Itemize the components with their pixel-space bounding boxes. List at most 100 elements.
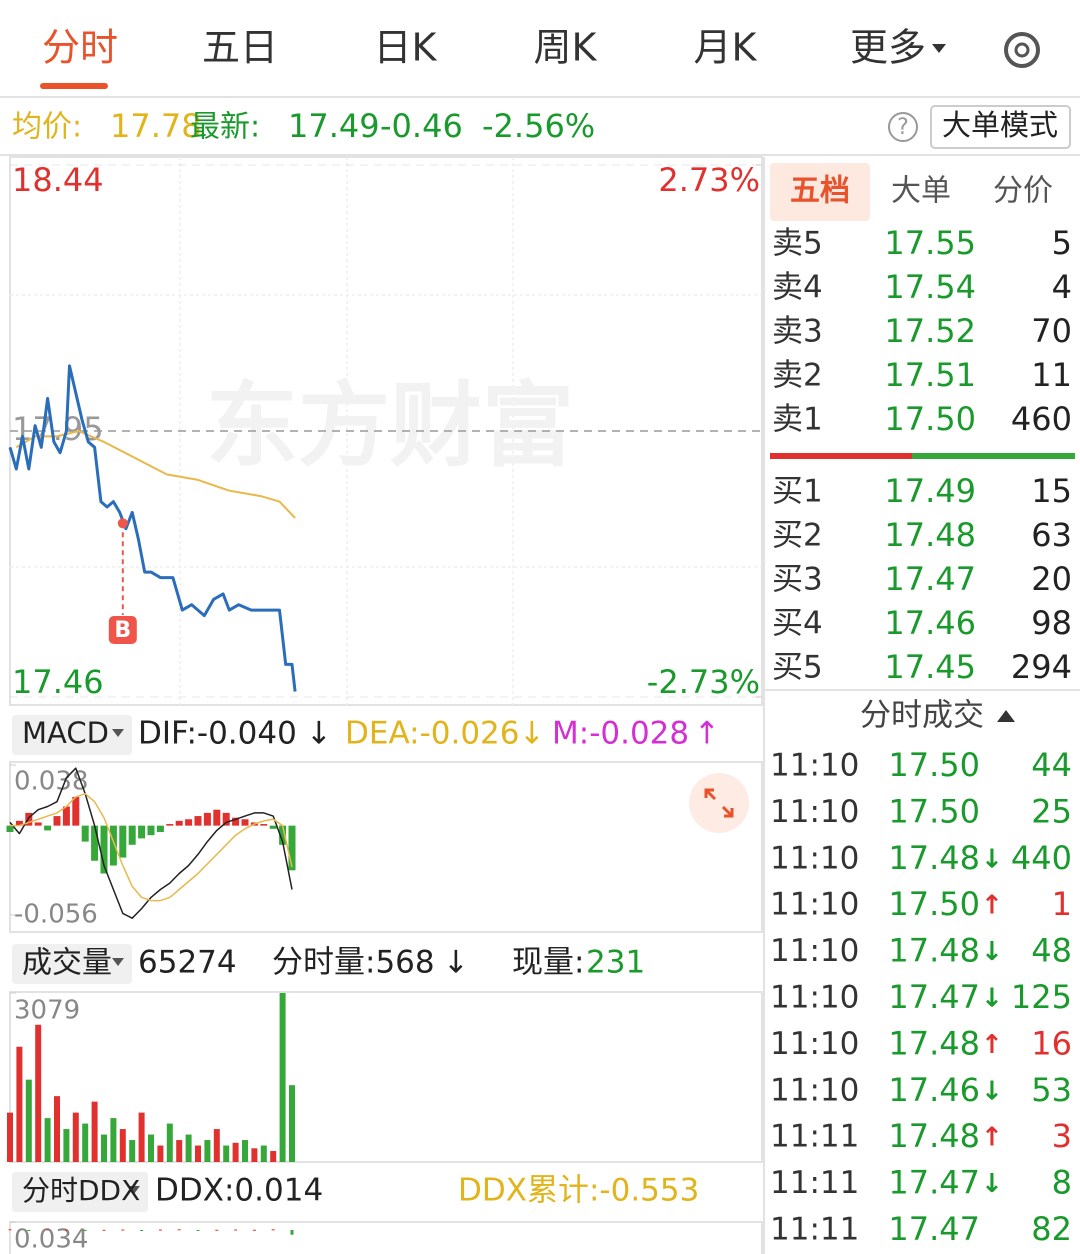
trade-volume: 440 [1011,839,1072,877]
book-tab[interactable]: 分价 [993,174,1053,209]
trade-time: 11:11 [770,1165,859,1201]
tab[interactable]: 分时 [42,26,118,70]
minute-arrow: ↓ [443,945,469,981]
m-value: M:-0.028 [552,716,689,752]
macd-bar [166,824,174,826]
volume-bar [101,1134,107,1162]
trade-arrow: ↓ [981,937,1003,967]
book-tab[interactable]: 五档 [790,174,850,209]
macd-bar [44,825,52,831]
settings-icon-core [1014,42,1030,58]
tab[interactable]: 周K [534,26,598,70]
volume-bar [176,1140,183,1162]
book-volume: 70 [1031,312,1072,350]
trade-volume: 3 [1052,1117,1072,1155]
macd-line [10,792,293,902]
volume-bar [270,1151,277,1162]
volume-bar [72,1112,79,1162]
expand-button[interactable] [689,773,749,833]
trade-time: 11:10 [770,1072,859,1108]
volume-total: 65274 [138,945,237,981]
book-volume: 15 [1031,472,1072,510]
macd-bar [53,816,61,826]
macd-bar [232,817,240,826]
tab[interactable]: 月K [694,26,758,70]
book-volume: 11 [1031,356,1072,394]
trade-arrow: ↑ [981,891,1003,921]
book-label: 卖4 [772,270,823,306]
expand-arrow [721,805,734,818]
macd-bar [260,824,268,826]
price-grid [10,157,762,705]
ddx-bar [234,1229,238,1231]
ddx-bar [158,1229,162,1231]
tab[interactable]: 更多 [850,26,926,70]
volume-bar [195,1145,201,1162]
price-line [8,364,297,692]
help-icon[interactable] [888,112,918,142]
tab[interactable]: 日K [374,26,438,70]
dropdown-arrow [112,729,124,737]
selector-box[interactable] [12,944,132,984]
macd-bar [119,825,127,858]
latest-price: 17.49 [288,107,380,145]
selector-box[interactable] [12,1172,148,1212]
y2-tick-label: -2.73% [647,663,760,701]
selector: MACD [22,716,109,750]
ddx-bar [27,1230,31,1231]
macd-bar [128,825,136,845]
macd-line [9,767,293,919]
book-price: 17.46 [884,604,976,642]
settings-icon[interactable] [1004,32,1040,68]
trade-volume: 82 [1031,1210,1072,1248]
book-volume: 460 [1011,400,1072,438]
macd-bar [72,796,80,826]
trade-volume: 125 [1011,978,1072,1016]
mode-button[interactable] [930,105,1071,149]
selector-box[interactable] [12,715,132,755]
book-price: 17.49 [884,472,976,510]
book-volume: 63 [1031,516,1072,554]
dropdown-arrow [128,1186,140,1194]
mode-button-label: 大单模式 [942,108,1058,142]
trades-title: 分时成交 [860,698,984,734]
dif: DIF:-0.040 [138,716,297,752]
trade-volume: 53 [1031,1071,1072,1109]
trade-price: 17.48 [888,1117,980,1155]
ddx-bar [102,1229,106,1231]
macd-bar [109,825,117,866]
volume-bar [16,1046,23,1162]
dea: DEA:-0.026 [345,716,520,752]
y2-tick-label: 2.73% [658,161,760,199]
trade-price: 17.47 [888,1210,980,1248]
expand-arrow [704,788,717,801]
volume-bar [148,1134,154,1162]
ddx-total: DDX累计:-0.553 [458,1173,699,1209]
trade-arrow: ↓ [981,984,1003,1014]
macd-bar [15,820,23,826]
book-tab[interactable]: 大单 [891,174,951,209]
trade-arrow: ↓ [981,844,1003,874]
avg-label: 均价: [12,110,82,145]
trade-arrow: ↓ [981,1076,1003,1106]
trade-arrow: ↓ [981,1169,1003,1199]
book-label: 卖1 [772,402,823,438]
book-label: 卖2 [772,358,823,394]
y-tick-label: 18.44 [12,161,104,199]
book-label: 买4 [772,606,823,642]
tab-underline [40,83,108,89]
volume-bar [279,993,286,1162]
sort-arrow [997,710,1015,722]
ddx-bar [196,1230,200,1231]
macd-bar [185,819,193,826]
volume-bar [129,1140,136,1162]
volume-bar [157,1145,164,1162]
tab[interactable]: 五日 [202,26,278,70]
ask-bar [770,453,912,459]
latest-label: 最新: [190,110,260,145]
bid-bar [912,453,1075,459]
volume-bar [63,1129,70,1162]
trade-time: 11:10 [770,933,859,969]
macd-panel [9,761,763,933]
